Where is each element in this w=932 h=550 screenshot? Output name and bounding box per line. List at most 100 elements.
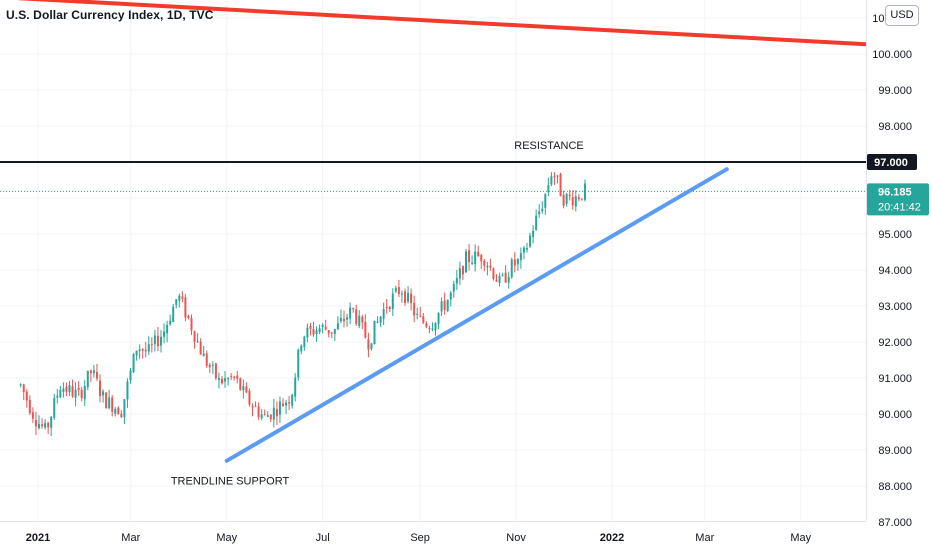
candle-body [437,312,440,324]
candle [361,314,364,329]
candle-body [224,378,227,382]
candle [74,382,77,407]
candle [208,362,211,373]
candle-body [306,327,309,338]
candle [471,255,474,266]
candle [321,323,324,334]
candle-body [129,370,132,381]
candle [327,330,330,338]
candle [285,399,288,415]
candle [224,371,227,388]
candle-body [425,323,428,327]
candles [19,172,586,437]
candle-body [315,330,318,335]
candle [160,330,163,353]
candle-body [294,377,297,397]
candle [132,353,135,373]
candle-body [135,350,138,356]
candle-body [132,353,135,373]
candle [324,319,327,331]
candle [62,382,65,398]
candle [269,413,272,422]
candle-body [83,385,86,400]
candle-body [571,197,574,206]
grid [0,0,866,523]
candle-body [193,331,196,342]
candle-body [291,394,294,406]
candle-body [288,402,291,404]
candle-body [71,386,74,397]
candle [28,395,31,416]
candle [153,329,156,352]
candle-body [349,307,352,319]
candle [95,363,98,381]
candle-body [117,407,120,415]
candle-body [376,321,379,323]
candle-body [507,276,510,283]
candle-body [245,386,248,393]
candle-body [41,424,44,427]
candle [19,383,22,388]
candle [516,258,519,271]
candle [428,325,431,334]
candle-body [495,279,498,282]
candle-body [89,370,92,373]
candle-body [77,387,80,391]
candle [99,374,102,403]
candle [480,253,483,269]
candle [272,399,275,428]
candle [349,302,352,324]
candle [400,290,403,303]
candle [394,285,397,294]
candle [407,286,410,304]
candle-body [339,318,342,322]
candle [580,198,583,201]
candle [413,295,416,323]
price-tick-label: 89.000 [878,445,912,457]
candle [59,385,62,399]
time-tick-label: May [790,532,811,544]
candle [343,310,346,328]
candle [535,209,538,231]
time-tick-label: Mar [121,532,140,544]
candle [416,307,419,320]
candle-body [410,293,413,304]
candle-body [102,391,105,396]
candle-body [50,416,53,428]
candle-body [486,265,489,268]
candle [397,279,400,298]
candle-body [153,335,156,345]
candle-body [233,376,236,378]
last-price-label: 96.185 [878,186,912,198]
candle [193,330,196,349]
candle-body [166,324,169,334]
candle [172,304,175,323]
candle-body [513,259,516,266]
candle [574,190,577,212]
candle [440,297,443,316]
candle [257,402,260,420]
candle [135,350,138,361]
candle-body [483,260,486,266]
candle-body [394,287,397,292]
candle [129,368,132,384]
candle [86,370,89,391]
candle-body [22,384,25,393]
candle-body [31,412,34,419]
candle [294,373,297,402]
time-tick-label: May [216,532,237,544]
candle-body [391,293,394,310]
currency-badge[interactable]: USD [885,5,919,26]
candle-body [312,329,315,335]
candle-body [285,402,288,406]
candle-body [428,328,431,330]
candle-body [95,371,98,379]
candle [288,395,291,410]
candle [147,336,150,356]
candle [330,332,333,339]
candle-body [105,392,108,409]
candle [92,365,95,378]
candle [150,337,153,353]
